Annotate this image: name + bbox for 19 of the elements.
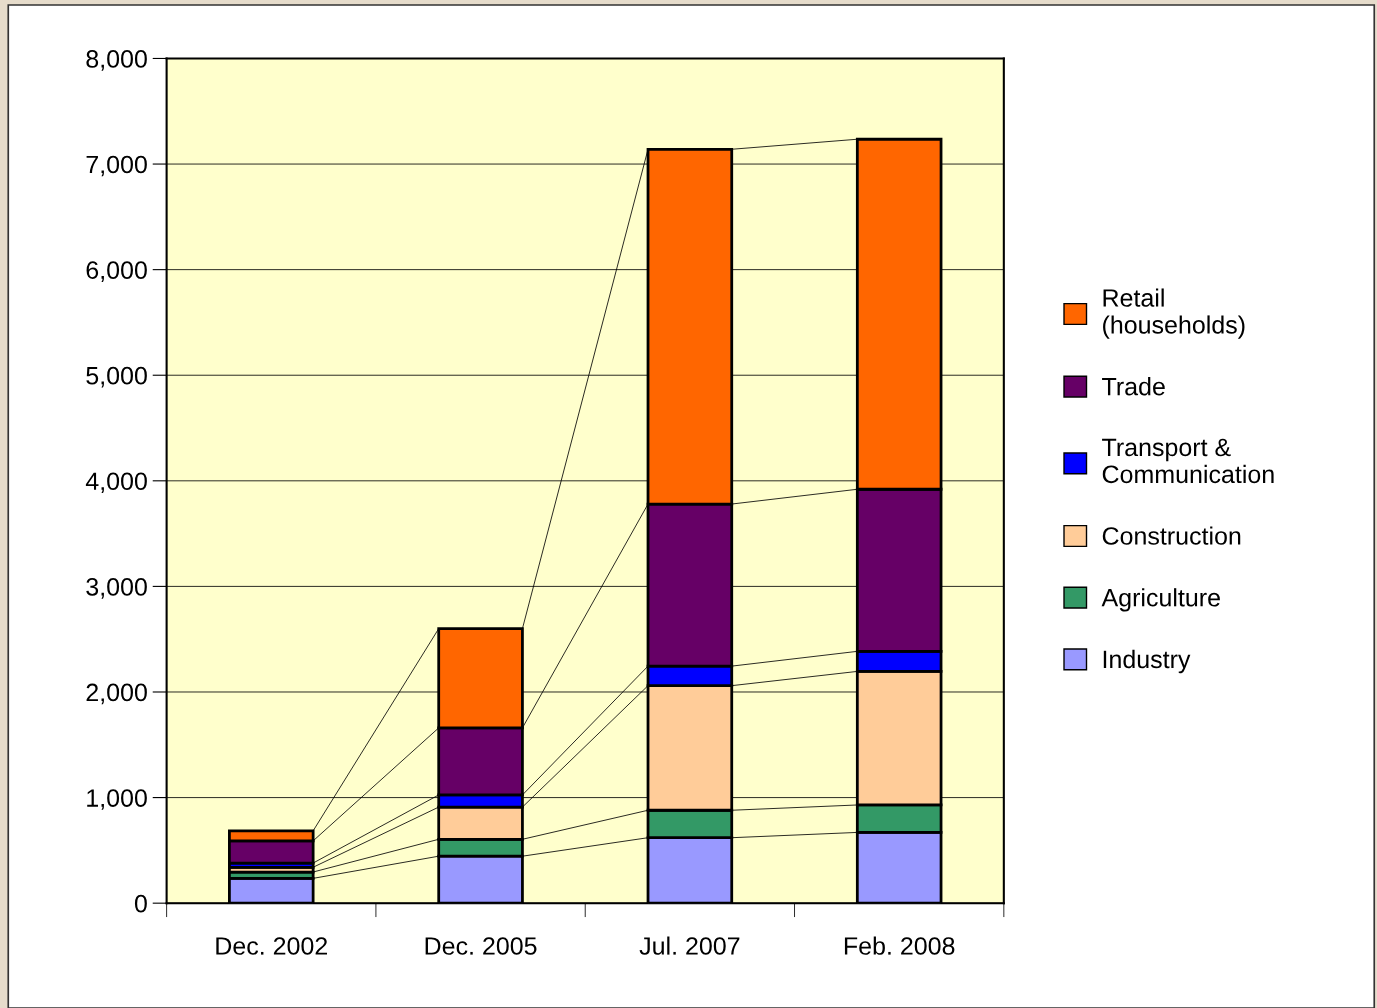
y-tick-label: 7,000 xyxy=(86,155,147,177)
legend-label: Industry xyxy=(1103,649,1191,674)
legend-label: Agriculture xyxy=(1101,588,1220,612)
legend-label: Trade xyxy=(1102,377,1165,396)
y-tick-label: 5,000 xyxy=(86,366,147,388)
legend-label: Retail (households) xyxy=(1103,288,1245,339)
y-tick-label: 6,000 xyxy=(86,261,147,282)
x-tick-label: Dec. 2002 xyxy=(216,937,327,955)
x-tick-label: Jul. 2007 xyxy=(639,936,740,955)
y-tick-label: 8,000 xyxy=(86,50,147,71)
x-tick-label: Dec. 2005 xyxy=(425,937,537,955)
y-tick-label: 0 xyxy=(134,894,147,913)
y-tick-label: 2,000 xyxy=(86,683,147,705)
legend-label: Construction xyxy=(1102,526,1241,545)
y-tick-label: 4,000 xyxy=(85,472,147,494)
x-tick-label: Feb. 2008 xyxy=(844,936,955,955)
legend-label: Transport & Communication xyxy=(1102,438,1274,484)
y-tick-label: 1,000 xyxy=(87,789,147,810)
y-tick-label: 3,000 xyxy=(86,578,147,599)
